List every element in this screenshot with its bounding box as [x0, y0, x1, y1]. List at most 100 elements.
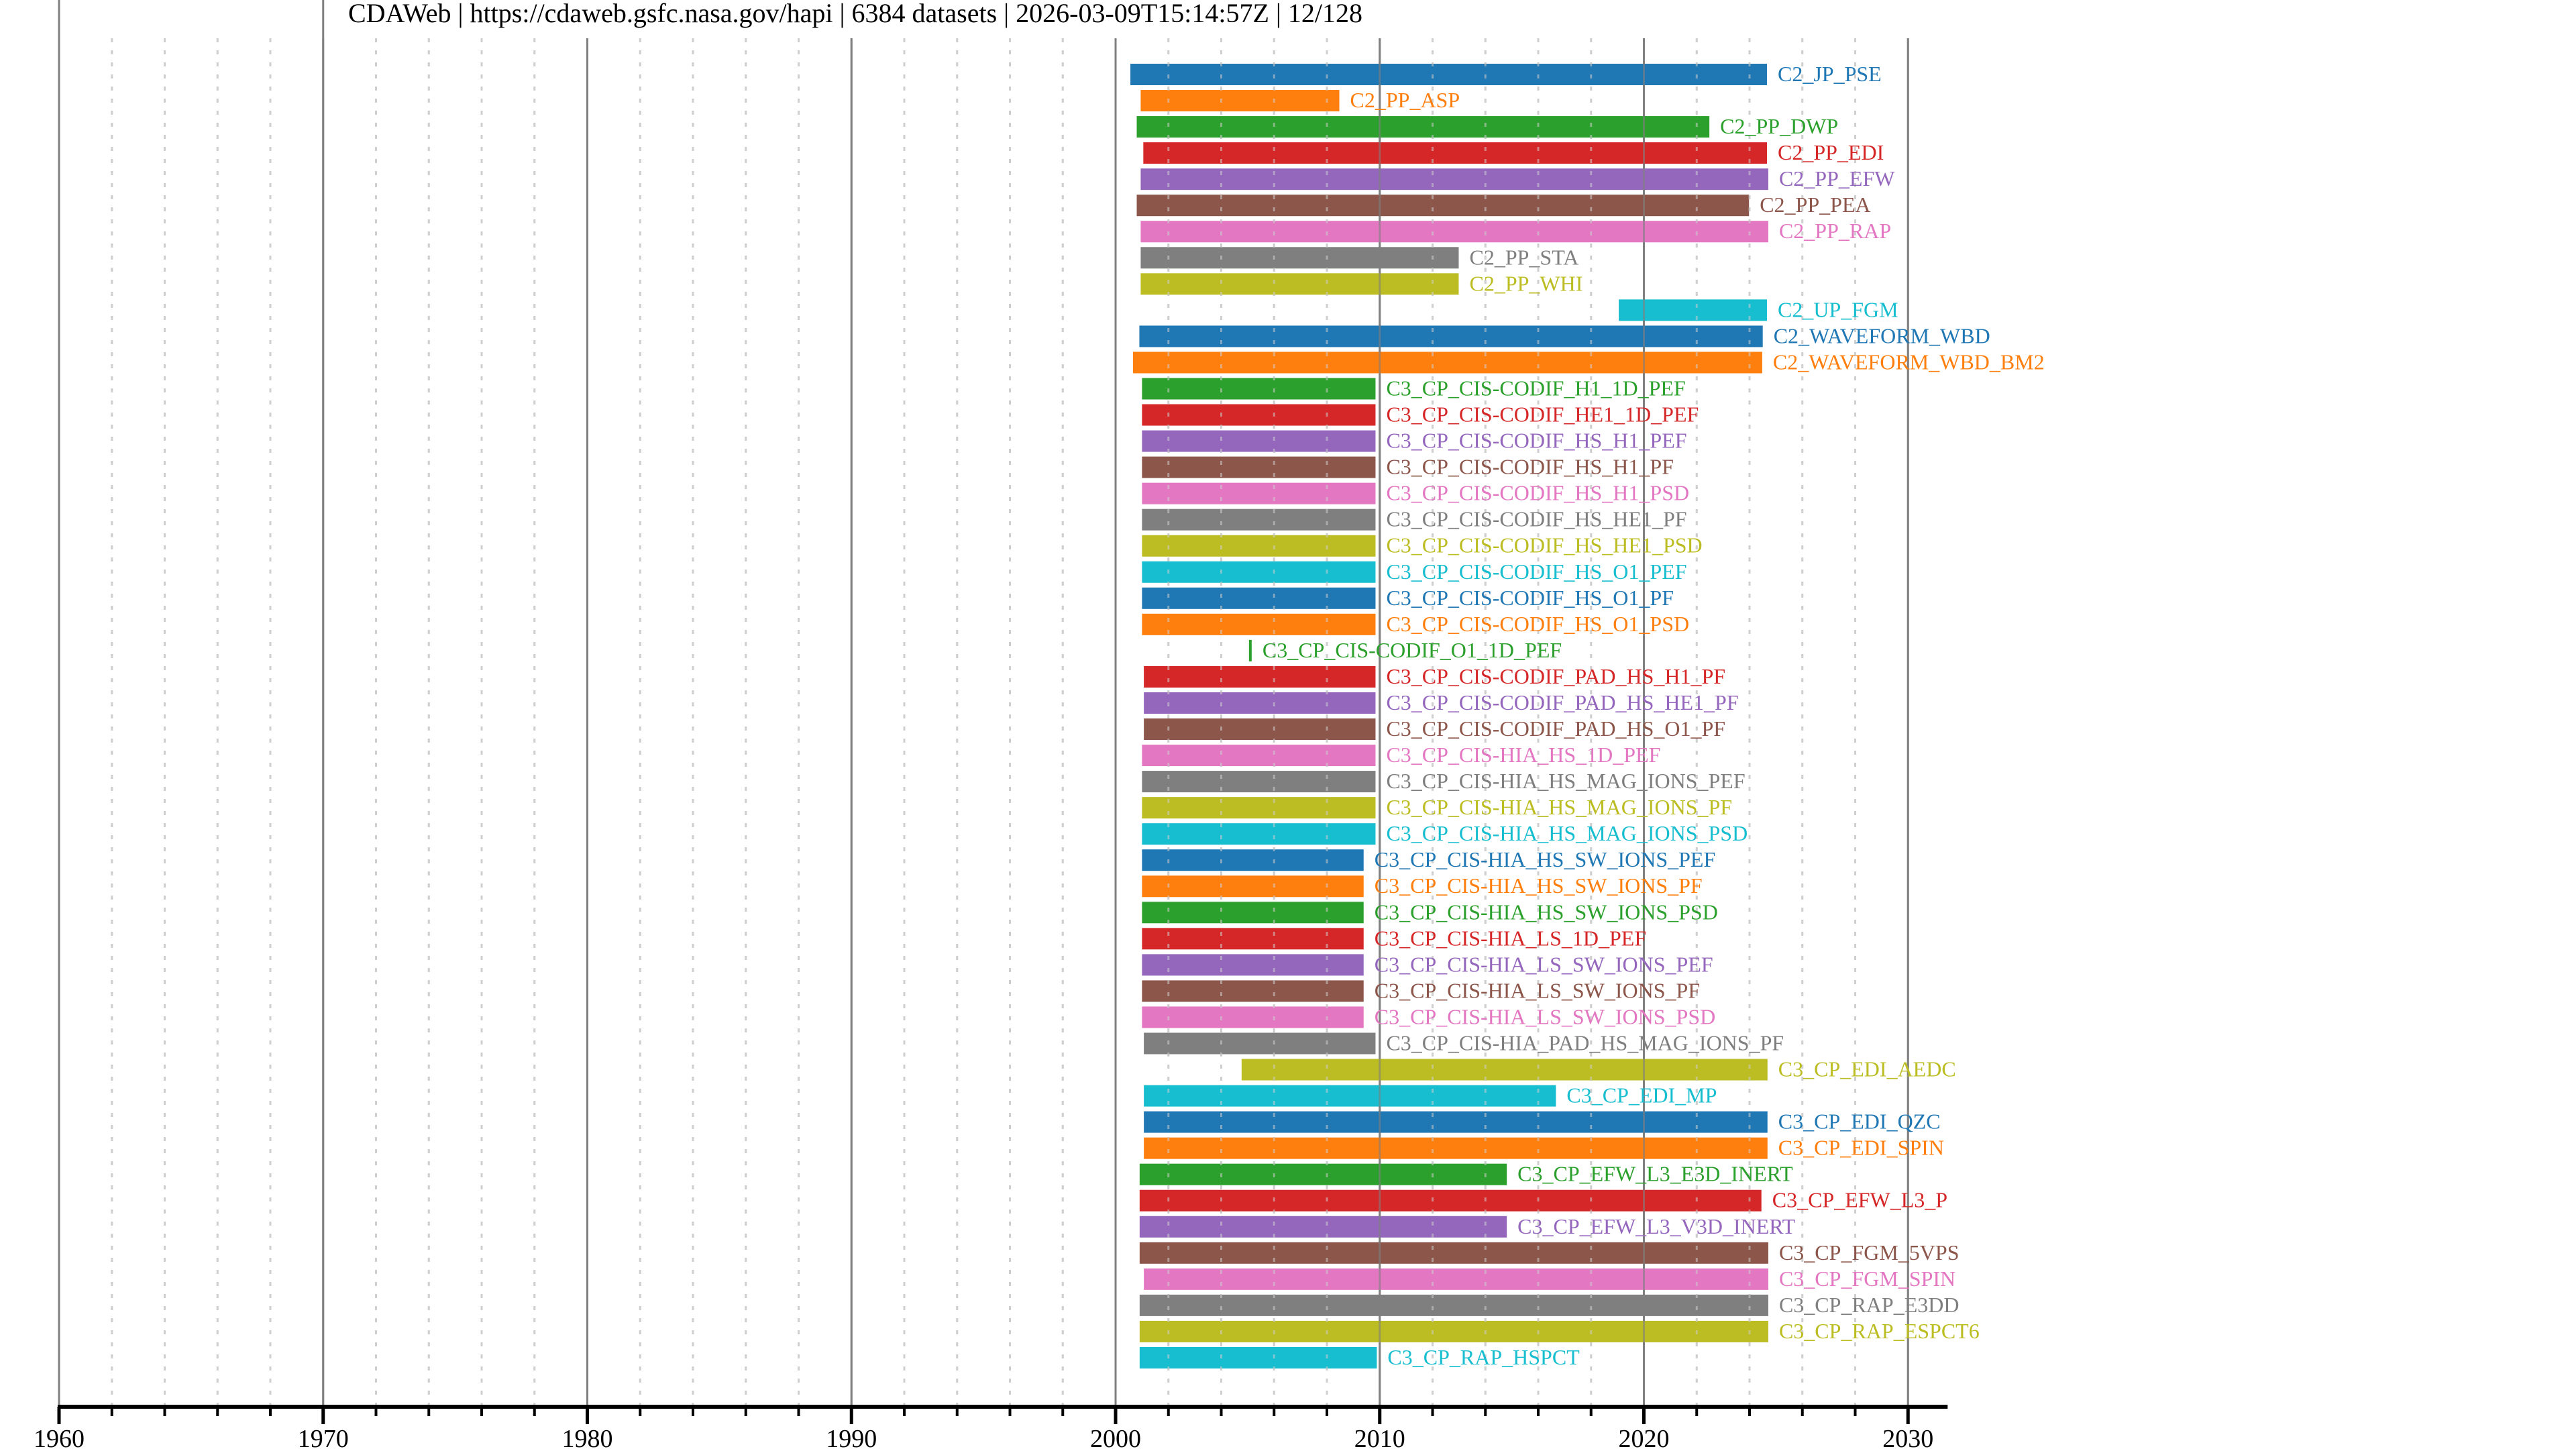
timeline-bar[interactable]: [1140, 168, 1768, 191]
timeline-bar[interactable]: [1139, 1346, 1377, 1368]
bar-label: C3_CP_RAP_ESPCT6: [1779, 1319, 1980, 1343]
bar-label: C3_CP_CIS-CODIF_PAD_HS_O1_PF: [1386, 716, 1725, 741]
bar-label: C3_CP_CIS-CODIF_HS_HE1_PSD: [1386, 533, 1702, 557]
bar-label: C3_CP_CIS-HIA_HS_MAG_IONS_PSD: [1386, 821, 1748, 845]
timeline-bar[interactable]: [1248, 639, 1252, 661]
bar-label: C3_CP_RAP_E3DD: [1779, 1293, 1960, 1317]
timeline-bar[interactable]: [1142, 535, 1376, 557]
timeline-bar[interactable]: [1142, 902, 1364, 924]
bar-label: C3_CP_CIS-HIA_LS_1D_PEF: [1375, 926, 1646, 950]
timeline-bar[interactable]: [1142, 1006, 1364, 1028]
timeline-bar[interactable]: [1142, 561, 1376, 583]
timeline-bar[interactable]: [1142, 456, 1376, 478]
timeline-bar[interactable]: [1140, 90, 1340, 112]
bar-label: C3_CP_EDI_AEDC: [1778, 1057, 1956, 1081]
timeline-bar[interactable]: [1139, 1163, 1507, 1185]
bar-label: C3_CP_CIS-CODIF_HS_O1_PF: [1386, 586, 1674, 610]
bar-label: C2_PP_PEA: [1760, 193, 1870, 217]
timeline-bar[interactable]: [1142, 849, 1364, 871]
bar-label: C2_PP_EFW: [1779, 166, 1895, 191]
bar-label: C3_CP_CIS-HIA_HS_SW_IONS_PEF: [1375, 847, 1716, 871]
bar-label: C3_CP_CIS-HIA_PAD_HS_MAG_IONS_PF: [1386, 1030, 1784, 1055]
bar-label: C3_CP_CIS-CODIF_HS_H1_PF: [1386, 455, 1674, 479]
timeline-bar[interactable]: [1142, 508, 1376, 531]
timeline-bar[interactable]: [1136, 195, 1750, 217]
x-tick-label: 1970: [298, 1425, 349, 1449]
bar-label: C2_PP_DWP: [1720, 114, 1838, 138]
timeline-bar[interactable]: [1144, 1268, 1768, 1290]
timeline-bar[interactable]: [1144, 1111, 1768, 1133]
timeline-bar[interactable]: [1142, 875, 1364, 898]
x-tick-label: 2030: [1882, 1425, 1933, 1449]
timeline-bar[interactable]: [1142, 430, 1376, 452]
bar-label: C3_CP_RAP_HSPCT: [1387, 1345, 1580, 1369]
timeline-bar[interactable]: [1619, 299, 1767, 321]
bar-label: C3_CP_CIS-CODIF_PAD_HS_HE1_PF: [1386, 690, 1738, 714]
bar-label: C3_CP_CIS-HIA_HS_MAG_IONS_PF: [1386, 795, 1732, 819]
timeline-bar[interactable]: [1241, 1059, 1768, 1081]
timeline-bar[interactable]: [1140, 221, 1768, 243]
timeline-bar[interactable]: [1140, 273, 1459, 295]
bar-label: C3_CP_CIS-CODIF_O1_1D_PEF: [1263, 638, 1562, 662]
timeline-bar[interactable]: [1139, 1189, 1762, 1212]
timeline-bar[interactable]: [1136, 116, 1710, 138]
timeline-bar[interactable]: [1142, 823, 1376, 845]
bar-label: C3_CP_CIS-HIA_LS_SW_IONS_PEF: [1375, 952, 1713, 976]
bar-label: C3_CP_FGM_SPIN: [1779, 1267, 1955, 1291]
x-tick-label: 1990: [826, 1425, 877, 1449]
bar-label: C3_CP_EFW_L3_V3D_INERT: [1517, 1214, 1796, 1238]
timeline-bar[interactable]: [1142, 771, 1376, 793]
bar-label: C2_PP_EDI: [1778, 140, 1884, 164]
timeline-bar[interactable]: [1144, 692, 1376, 714]
timeline-bar[interactable]: [1144, 718, 1376, 740]
timeline-bar[interactable]: [1142, 378, 1376, 400]
timeline-bar[interactable]: [1142, 404, 1376, 426]
bar-label: C3_CP_CIS-HIA_LS_SW_IONS_PF: [1375, 978, 1700, 1002]
timeline-bar[interactable]: [1142, 613, 1376, 635]
bar-label: C3_CP_CIS-CODIF_H1_1D_PEF: [1386, 376, 1685, 400]
bar-label: C3_CP_EFW_L3_E3D_INERT: [1517, 1162, 1793, 1186]
bar-label: C3_CP_CIS-HIA_LS_SW_IONS_PSD: [1375, 1004, 1716, 1028]
timeline-bar[interactable]: [1144, 665, 1376, 688]
timeline-bar[interactable]: [1144, 1032, 1376, 1055]
bar-label: C2_PP_STA: [1469, 245, 1578, 269]
timeline-bar[interactable]: [1142, 797, 1376, 819]
timeline-bar[interactable]: [1142, 954, 1364, 976]
timeline-bar[interactable]: [1144, 1137, 1768, 1159]
bar-label: C2_WAVEFORM_WBD_BM2: [1773, 350, 2045, 374]
timeline-bar[interactable]: [1139, 1242, 1768, 1264]
timeline-bar[interactable]: [1142, 482, 1376, 504]
timeline-bar[interactable]: [1143, 142, 1767, 164]
timeline-bar[interactable]: [1130, 64, 1767, 85]
bar-label: C3_CP_FGM_5VPS: [1779, 1240, 1960, 1265]
x-tick-label: 2020: [1619, 1425, 1670, 1449]
bar-label: C3_CP_EDI_SPIN: [1778, 1136, 1944, 1160]
timeline-bar[interactable]: [1144, 1085, 1556, 1107]
timeline-bar[interactable]: [1139, 325, 1763, 347]
x-tick-label: 1960: [34, 1425, 85, 1449]
bar-label: C3_CP_CIS-CODIF_HS_O1_PSD: [1386, 612, 1689, 636]
timeline-bar[interactable]: [1142, 587, 1376, 609]
bar-label: C3_CP_CIS-HIA_HS_MAG_IONS_PEF: [1386, 769, 1745, 793]
timeline-bar[interactable]: [1142, 980, 1364, 1002]
bar-label: C2_PP_ASP: [1350, 88, 1460, 112]
bar-label: C3_CP_CIS-CODIF_HS_H1_PEF: [1386, 429, 1686, 453]
x-tick-label: 1980: [562, 1425, 613, 1449]
timeline-bar[interactable]: [1139, 1294, 1768, 1316]
bar-label: C2_PP_RAP: [1779, 219, 1891, 243]
timeline-bar[interactable]: [1132, 352, 1762, 374]
bar-label: C2_PP_WHI: [1469, 271, 1582, 295]
timeline-bar[interactable]: [1142, 745, 1376, 767]
bar-label: C3_CP_EDI_MP: [1566, 1083, 1717, 1108]
bar-label: C3_CP_EDI_QZC: [1778, 1110, 1941, 1134]
timeline-bar[interactable]: [1139, 1216, 1507, 1238]
timeline-bar[interactable]: [1140, 247, 1459, 269]
bar-label: C3_CP_CIS-HIA_HS_1D_PEF: [1386, 743, 1660, 767]
bar-label: C3_CP_CIS-CODIF_HS_H1_PSD: [1386, 481, 1689, 505]
timeline-bar[interactable]: [1139, 1320, 1768, 1342]
bar-label: C3_CP_CIS-CODIF_HE1_1D_PEF: [1386, 402, 1699, 427]
x-tick-label: 2000: [1090, 1425, 1141, 1449]
bar-label: C3_CP_CIS-HIA_HS_SW_IONS_PSD: [1375, 900, 1718, 924]
timeline-bar[interactable]: [1142, 928, 1364, 950]
